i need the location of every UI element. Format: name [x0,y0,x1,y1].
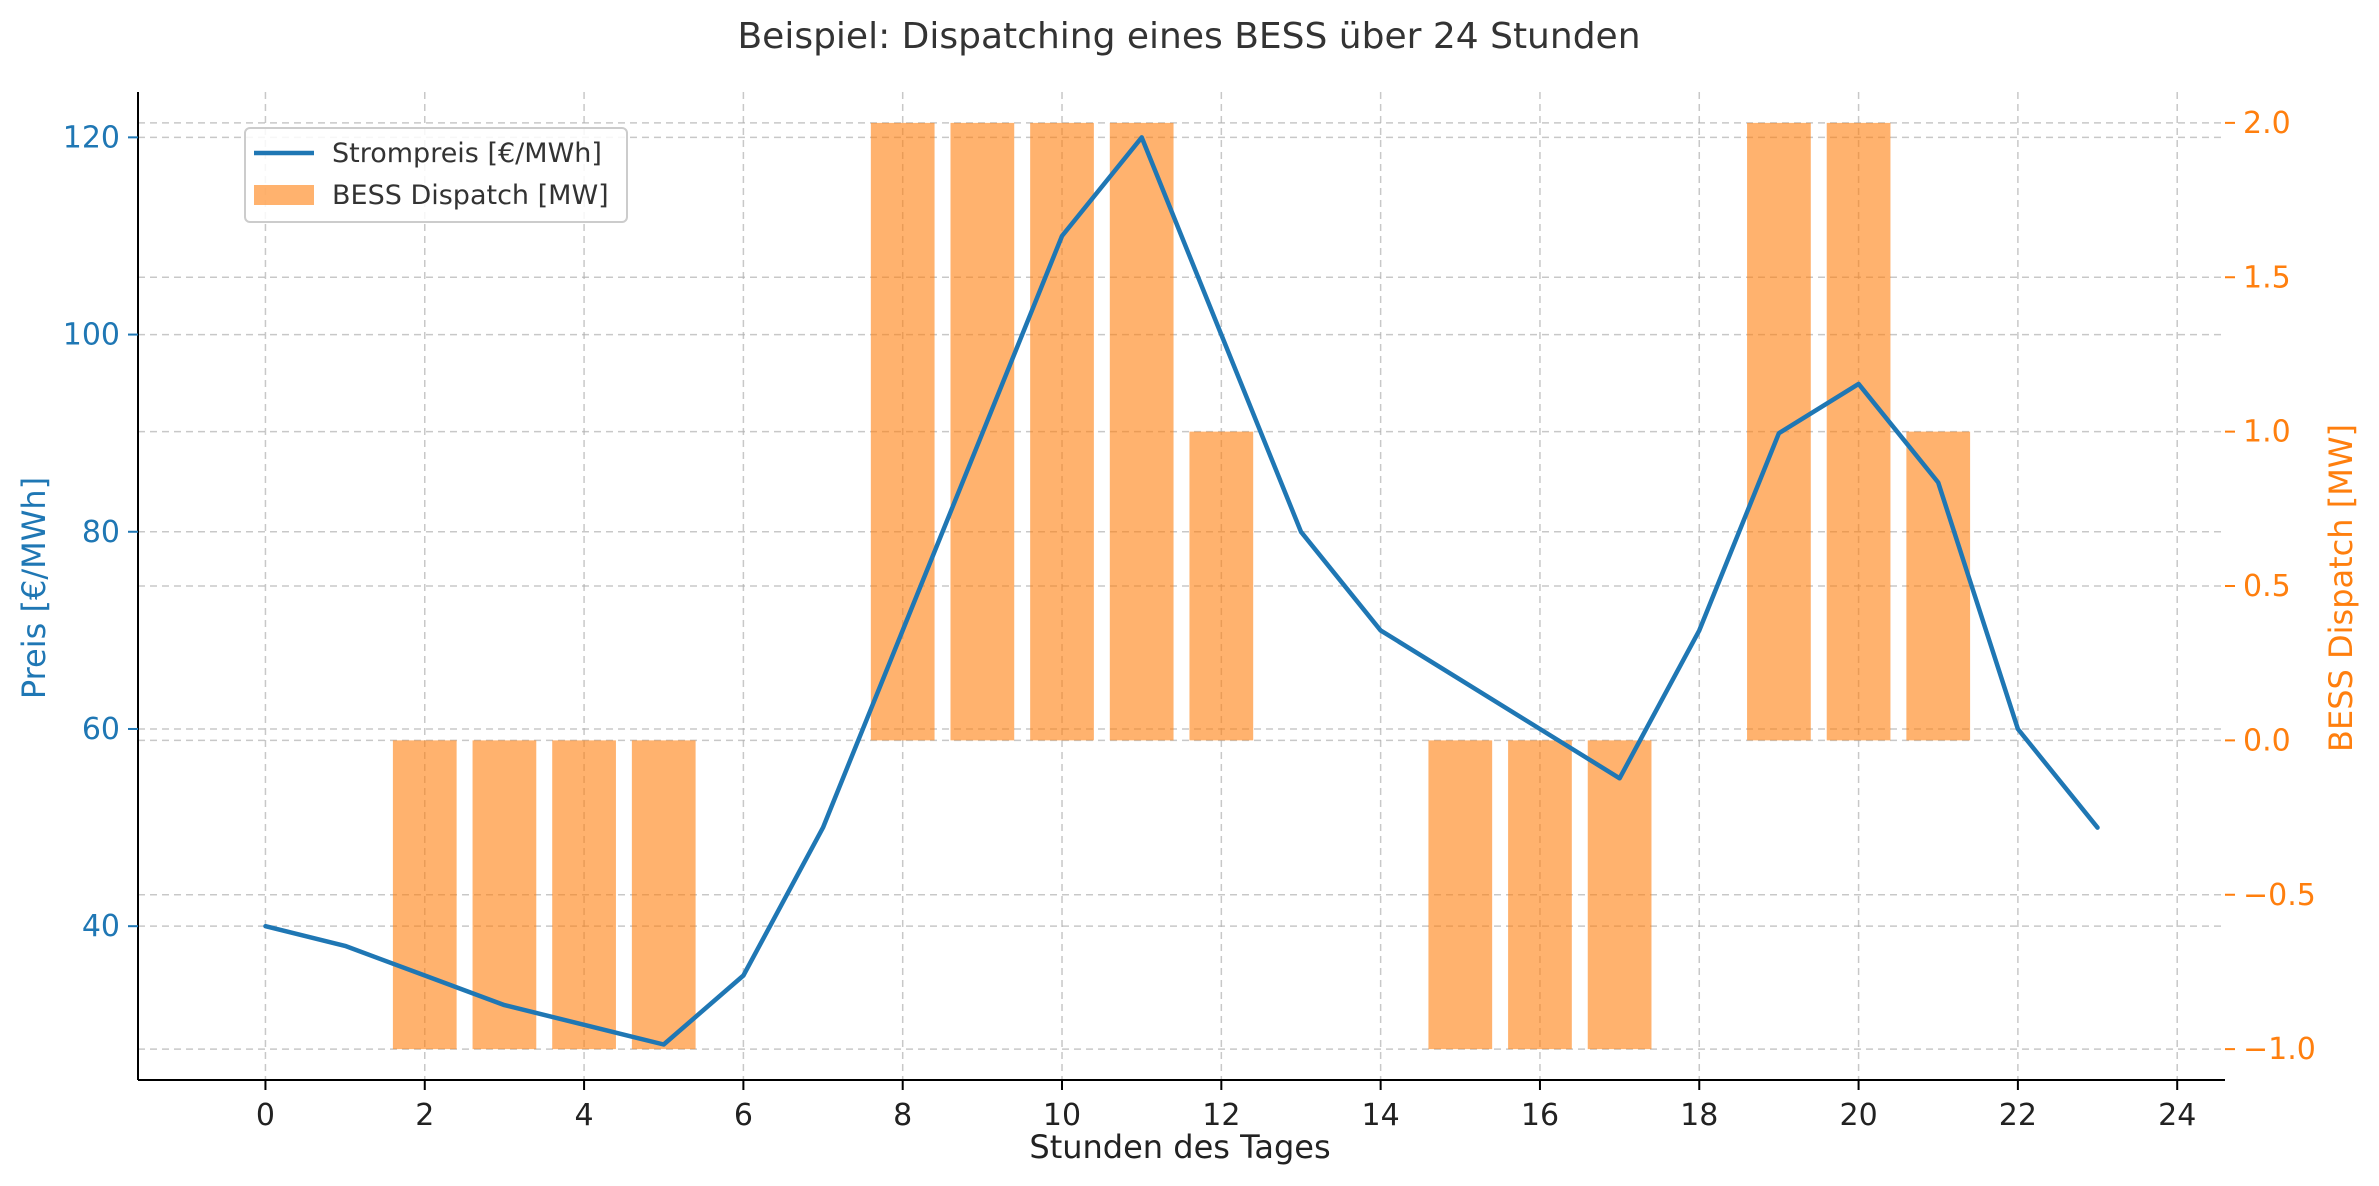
x-tick-label: 8 [893,1098,912,1133]
legend-label-price: Strompreis [€/MWh] [332,138,602,169]
price-line [263,135,2100,1047]
right-y-tick-label: 0.0 [2243,723,2291,758]
chart-title: Beispiel: Dispatching eines BESS über 24… [737,16,1640,57]
right-y-tick-label: 0.5 [2243,569,2291,604]
x-tick-label: 0 [256,1098,275,1133]
x-tick-label: 20 [1839,1098,1877,1133]
x-tick-label: 10 [1043,1098,1081,1133]
x-tick-label: 14 [1362,1098,1400,1133]
legend-bar-swatch [254,185,314,205]
left-y-tick-label: 40 [82,909,120,944]
dispatch-bar [1030,122,1094,741]
left-y-axis-ticks: 40 60 80 100 120 [63,120,138,944]
dispatch-bars [392,122,1971,1050]
dispatch-bar [1508,740,1572,1050]
x-tick-label: 6 [734,1098,753,1133]
left-y-axis-label: Preis [€/MWh] [15,477,53,699]
axes [137,92,2225,1081]
right-y-tick-label: 2.0 [2243,106,2291,141]
dispatch-bar [1587,740,1652,1050]
left-y-tick-label: 80 [82,515,120,550]
x-tick-label: 4 [575,1098,594,1133]
dispatch-bar [1428,740,1493,1050]
dispatch-bar [392,740,457,1050]
right-y-tick-label: 1.0 [2243,415,2291,450]
right-y-tick-label: −0.5 [2243,878,2316,913]
legend-box [244,127,628,223]
left-y-tick-label: 100 [63,318,120,353]
right-y-axis-label: BESS Dispatch [MW] [2322,424,2360,752]
dispatch-bar [1826,122,1891,741]
left-y-tick-label: 60 [82,712,120,747]
x-tick-label: 18 [1680,1098,1718,1133]
dispatch-bar [1189,431,1254,741]
left-y-tick-label: 120 [63,120,120,155]
legend-label-dispatch: BESS Dispatch [MW] [332,180,609,211]
dispatch-bar [870,122,935,741]
x-tick-label: 16 [1521,1098,1559,1133]
dispatch-bar [1109,122,1174,741]
right-y-tick-label: −1.0 [2243,1032,2316,1067]
dispatch-bar [1906,431,1971,741]
dispatch-bar [552,740,616,1050]
x-tick-label: 12 [1202,1098,1240,1133]
x-tick-label: 22 [1999,1098,2037,1133]
x-axis-label: Stunden des Tages [1029,1128,1330,1166]
x-tick-label: 2 [415,1098,434,1133]
right-y-tick-label: 1.5 [2243,260,2291,295]
legend: Strompreis [€/MWh] BESS Dispatch [MW] [244,127,628,223]
x-tick-label: 24 [2158,1098,2196,1133]
right-y-axis-ticks: −1.0 −0.5 0.0 0.5 1.0 1.5 2.0 [2225,106,2316,1067]
dispatch-bar [631,740,696,1050]
x-axis-ticks: 0 2 4 6 8 10 12 14 16 18 20 22 24 [256,1080,2196,1133]
